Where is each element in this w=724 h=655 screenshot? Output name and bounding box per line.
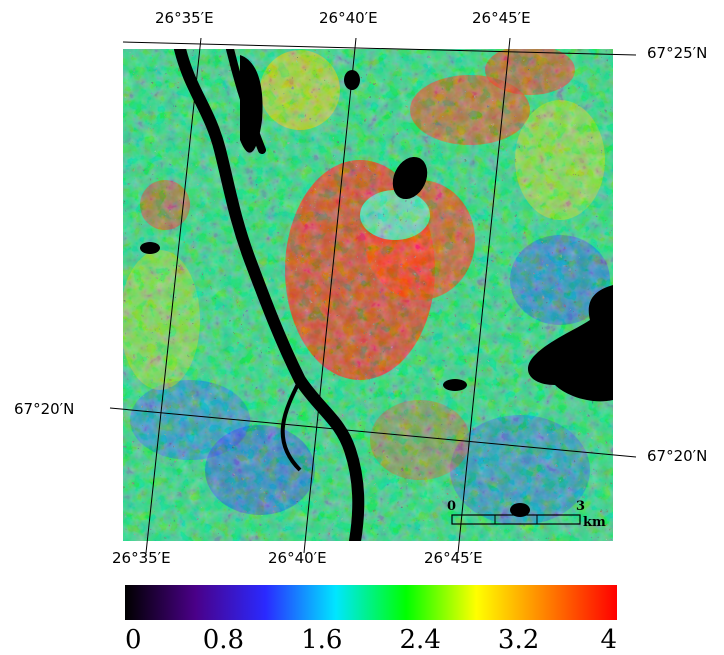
lat-label-left: 67°20′N xyxy=(14,400,74,418)
top-lon-label-3: 26°45′E xyxy=(472,9,531,27)
bottom-lon-label-2: 26°40′E xyxy=(268,549,327,567)
scale-bar: 0 3 km xyxy=(447,499,606,530)
colorbar: 0 0.8 1.6 2.4 3.2 4 xyxy=(125,585,617,655)
pond-west xyxy=(140,242,160,254)
map-raster xyxy=(123,49,613,541)
top-lon-label-1: 26°35′E xyxy=(155,9,214,27)
stream xyxy=(280,379,302,472)
colorbar-tick-label: 1.6 xyxy=(301,625,342,655)
lat-label-right: 67°20′N xyxy=(647,447,707,465)
pond-south xyxy=(510,503,530,517)
top-lon-label-2: 26°40′E xyxy=(319,9,378,27)
river xyxy=(174,49,365,541)
colorbar-ramp xyxy=(125,585,617,620)
coordinate-labels: 26°35′E 26°40′E 26°45′E 67°25′N 67°20′N … xyxy=(14,9,707,567)
meridian-26-35 xyxy=(145,37,202,554)
colorbar-tick-labels: 0 0.8 1.6 2.4 3.2 4 xyxy=(125,625,617,655)
colorbar-tick-label: 0.8 xyxy=(203,625,244,655)
colorbar-tick-label: 2.4 xyxy=(400,625,441,655)
parallel-67-20 xyxy=(109,407,637,458)
lat-label-top-right: 67°25′N xyxy=(647,44,707,62)
lake-east xyxy=(527,285,613,402)
colorbar-tick-label: 0 xyxy=(125,625,142,655)
lake-central xyxy=(392,156,428,200)
bottom-lon-label-3: 26°45′E xyxy=(424,549,483,567)
meridian-26-40 xyxy=(303,37,357,554)
pond-se xyxy=(443,379,467,391)
colorbar-tick-label: 4 xyxy=(600,625,617,655)
scale-bar-unit: km xyxy=(583,515,606,530)
meridian-26-45 xyxy=(457,37,511,554)
pond-north xyxy=(240,55,263,153)
parallel-67-25 xyxy=(122,41,637,56)
scale-bar-end: 3 xyxy=(576,499,585,514)
scale-bar-start: 0 xyxy=(447,499,456,514)
bottom-lon-label-1: 26°35′E xyxy=(112,549,171,567)
colorbar-tick-label: 3.2 xyxy=(498,625,539,655)
graticule xyxy=(109,37,637,554)
